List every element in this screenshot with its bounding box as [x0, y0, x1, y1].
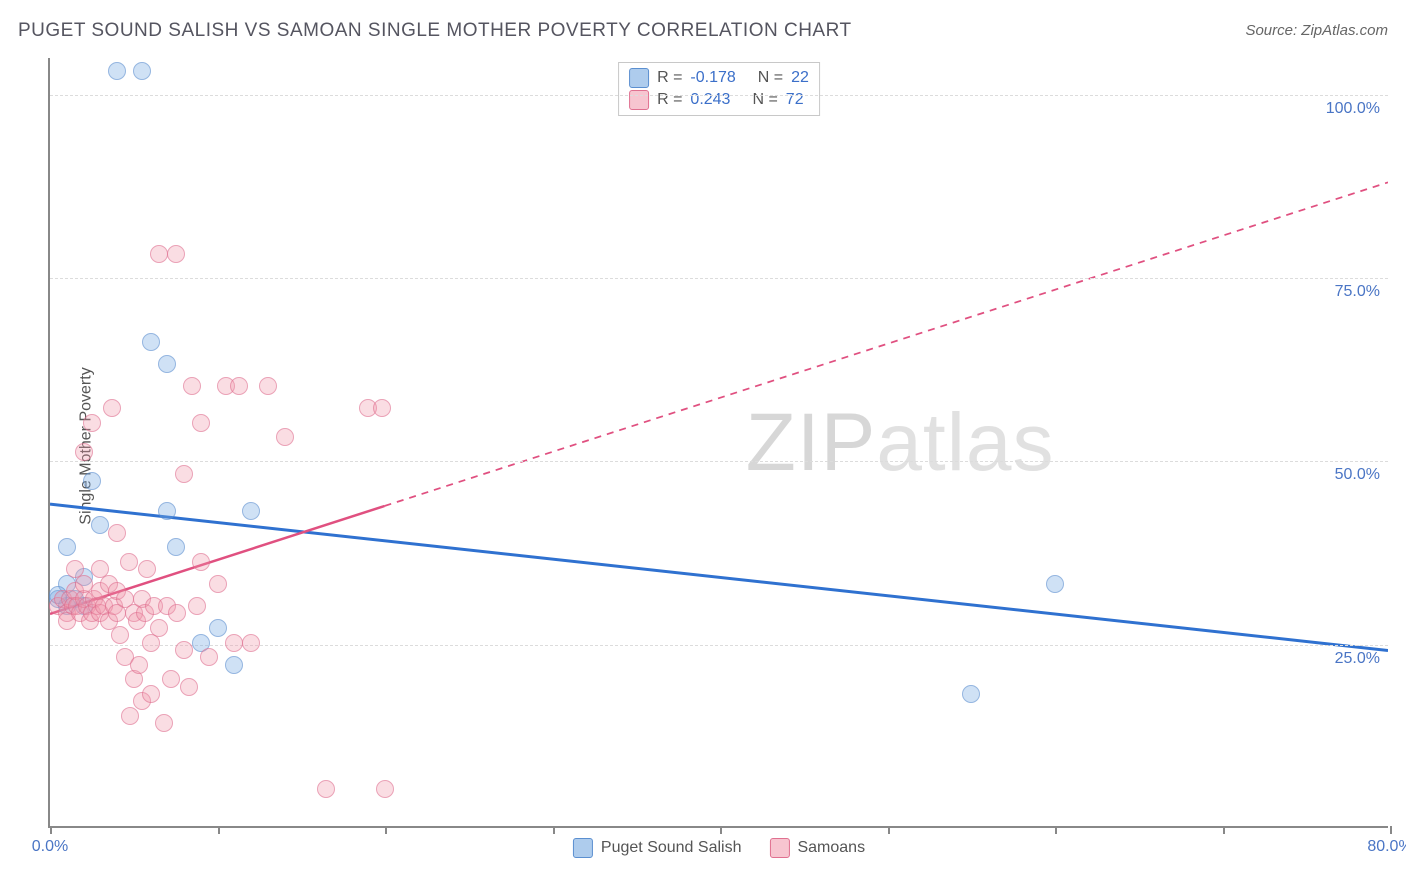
data-point: [230, 377, 248, 395]
data-point: [142, 333, 160, 351]
data-point: [192, 414, 210, 432]
data-point: [242, 502, 260, 520]
data-point: [83, 472, 101, 490]
data-point: [108, 524, 126, 542]
data-point: [167, 245, 185, 263]
stats-n-value: 22: [791, 69, 809, 87]
legend-swatch: [769, 838, 789, 858]
y-tick-label: 25.0%: [1335, 650, 1380, 668]
watermark-atlas: atlas: [876, 397, 1054, 488]
data-point: [120, 553, 138, 571]
data-point: [183, 377, 201, 395]
data-point: [376, 780, 394, 798]
data-point: [150, 619, 168, 637]
watermark-zip: ZIP: [746, 397, 877, 488]
x-tick: [385, 826, 387, 834]
data-point: [188, 597, 206, 615]
y-tick-label: 100.0%: [1326, 100, 1380, 118]
legend: Puget Sound Salish Samoans: [573, 838, 865, 858]
legend-swatch: [573, 838, 593, 858]
data-point: [130, 656, 148, 674]
data-point: [259, 377, 277, 395]
y-tick-label: 50.0%: [1335, 466, 1380, 484]
data-point: [91, 516, 109, 534]
data-point: [276, 428, 294, 446]
data-point: [962, 685, 980, 703]
stats-row: R = 0.243N = 72: [629, 89, 809, 111]
data-point: [133, 62, 151, 80]
data-point: [158, 502, 176, 520]
x-tick: [1223, 826, 1225, 834]
data-point: [225, 656, 243, 674]
data-point: [155, 714, 173, 732]
data-point: [209, 575, 227, 593]
gridline: [50, 461, 1388, 462]
legend-label: Puget Sound Salish: [601, 839, 742, 857]
x-tick-label: 0.0%: [32, 838, 68, 856]
data-point: [158, 355, 176, 373]
data-point: [317, 780, 335, 798]
y-tick-label: 75.0%: [1335, 283, 1380, 301]
x-tick: [1055, 826, 1057, 834]
gridline: [50, 278, 1388, 279]
data-point: [242, 634, 260, 652]
trend-line-solid: [50, 504, 1388, 650]
stats-r-value: -0.178: [690, 69, 735, 87]
stats-r-label: R =: [657, 69, 682, 87]
data-point: [209, 619, 227, 637]
data-point: [111, 626, 129, 644]
data-point: [1046, 575, 1064, 593]
data-point: [168, 604, 186, 622]
data-point: [167, 538, 185, 556]
stats-box: R = -0.178 N = 22 R = 0.243N = 72: [618, 62, 820, 116]
x-tick-label: 80.0%: [1367, 838, 1406, 856]
data-point: [200, 648, 218, 666]
x-tick: [553, 826, 555, 834]
data-point: [175, 641, 193, 659]
legend-item: Samoans: [769, 838, 865, 858]
stats-row: R = -0.178 N = 22: [629, 67, 809, 89]
data-point: [373, 399, 391, 417]
data-point: [121, 707, 139, 725]
stats-swatch: [629, 90, 649, 110]
data-point: [58, 538, 76, 556]
data-point: [75, 443, 93, 461]
legend-item: Puget Sound Salish: [573, 838, 742, 858]
data-point: [103, 399, 121, 417]
data-point: [162, 670, 180, 688]
stats-swatch: [629, 68, 649, 88]
watermark: ZIPatlas: [746, 396, 1055, 490]
data-point: [175, 465, 193, 483]
stats-n-label: N =: [758, 69, 783, 87]
data-point: [192, 553, 210, 571]
x-tick: [720, 826, 722, 834]
plot-area: ZIPatlas R = -0.178 N = 22 R = 0.243N = 72…: [48, 58, 1388, 828]
x-tick: [888, 826, 890, 834]
data-point: [138, 560, 156, 578]
data-point: [83, 414, 101, 432]
legend-label: Samoans: [797, 839, 865, 857]
chart-title: PUGET SOUND SALISH VS SAMOAN SINGLE MOTH…: [18, 20, 852, 42]
data-point: [225, 634, 243, 652]
gridline: [50, 95, 1388, 96]
data-point: [180, 678, 198, 696]
data-point: [150, 245, 168, 263]
data-point: [142, 685, 160, 703]
source-attribution: Source: ZipAtlas.com: [1245, 22, 1388, 39]
x-tick: [1390, 826, 1392, 834]
x-tick: [218, 826, 220, 834]
x-tick: [50, 826, 52, 834]
data-point: [108, 62, 126, 80]
trend-lines-svg: [50, 58, 1388, 826]
